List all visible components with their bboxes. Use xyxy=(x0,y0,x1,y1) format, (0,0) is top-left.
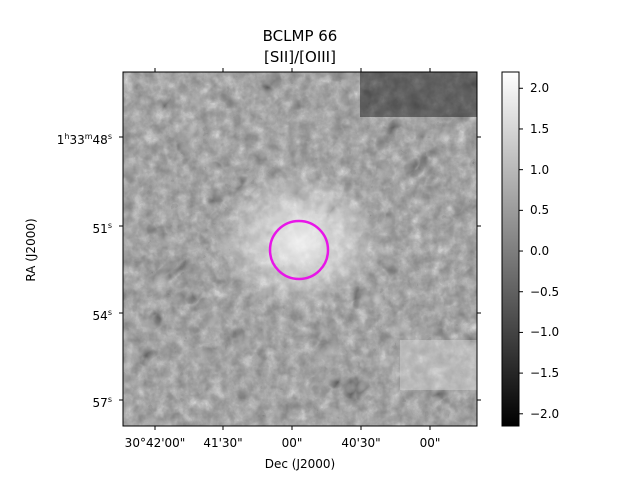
y-tick-label-3: 54s xyxy=(92,308,112,323)
colorbar-tick-label: 0.0 xyxy=(530,244,550,259)
colorbar-tick-label: −0.5 xyxy=(530,284,560,299)
x-tick-label-1: 30°42'00" xyxy=(124,436,186,450)
x-tick-label-2: 41'30" xyxy=(203,436,243,450)
y-axis-label: RA (J2000) xyxy=(24,218,38,282)
x-axis-label: Dec (J2000) xyxy=(264,457,336,471)
x-tick-label-4: 40'30" xyxy=(341,436,381,450)
y-tick-label-1: 1h33m48s xyxy=(56,132,112,147)
colorbar xyxy=(501,71,520,427)
colorbar-tick-label: 1.0 xyxy=(530,162,550,177)
figure-title: BCLMP 66 xyxy=(262,27,338,45)
figure-subtitle: [SII]/[OIII] xyxy=(264,48,336,66)
region-marker-circle xyxy=(268,219,330,281)
colorbar-tick-label: 1.5 xyxy=(530,121,550,136)
x-ticks xyxy=(154,68,431,430)
colorbar-ticks xyxy=(519,87,523,415)
dark-region xyxy=(360,72,477,117)
colorbar-tick-label: −1.5 xyxy=(530,366,560,381)
y-tick-label-2: 51s xyxy=(92,221,112,236)
bright-band xyxy=(400,340,477,390)
image-area xyxy=(123,72,477,426)
x-tick-label-3: 00" xyxy=(281,436,303,450)
plot-frame xyxy=(122,71,478,427)
y-tick-label-4: 57s xyxy=(92,395,112,410)
x-tick-label-5: 00" xyxy=(419,436,441,450)
nebula-glow xyxy=(215,170,385,310)
colorbar-tick-label: 0.5 xyxy=(530,203,550,218)
colorbar-tick-label: −1.0 xyxy=(530,325,560,340)
y-ticks xyxy=(119,136,481,401)
colorbar-tick-label: −2.0 xyxy=(530,406,560,421)
colorbar-tick-label: 2.0 xyxy=(530,81,550,96)
